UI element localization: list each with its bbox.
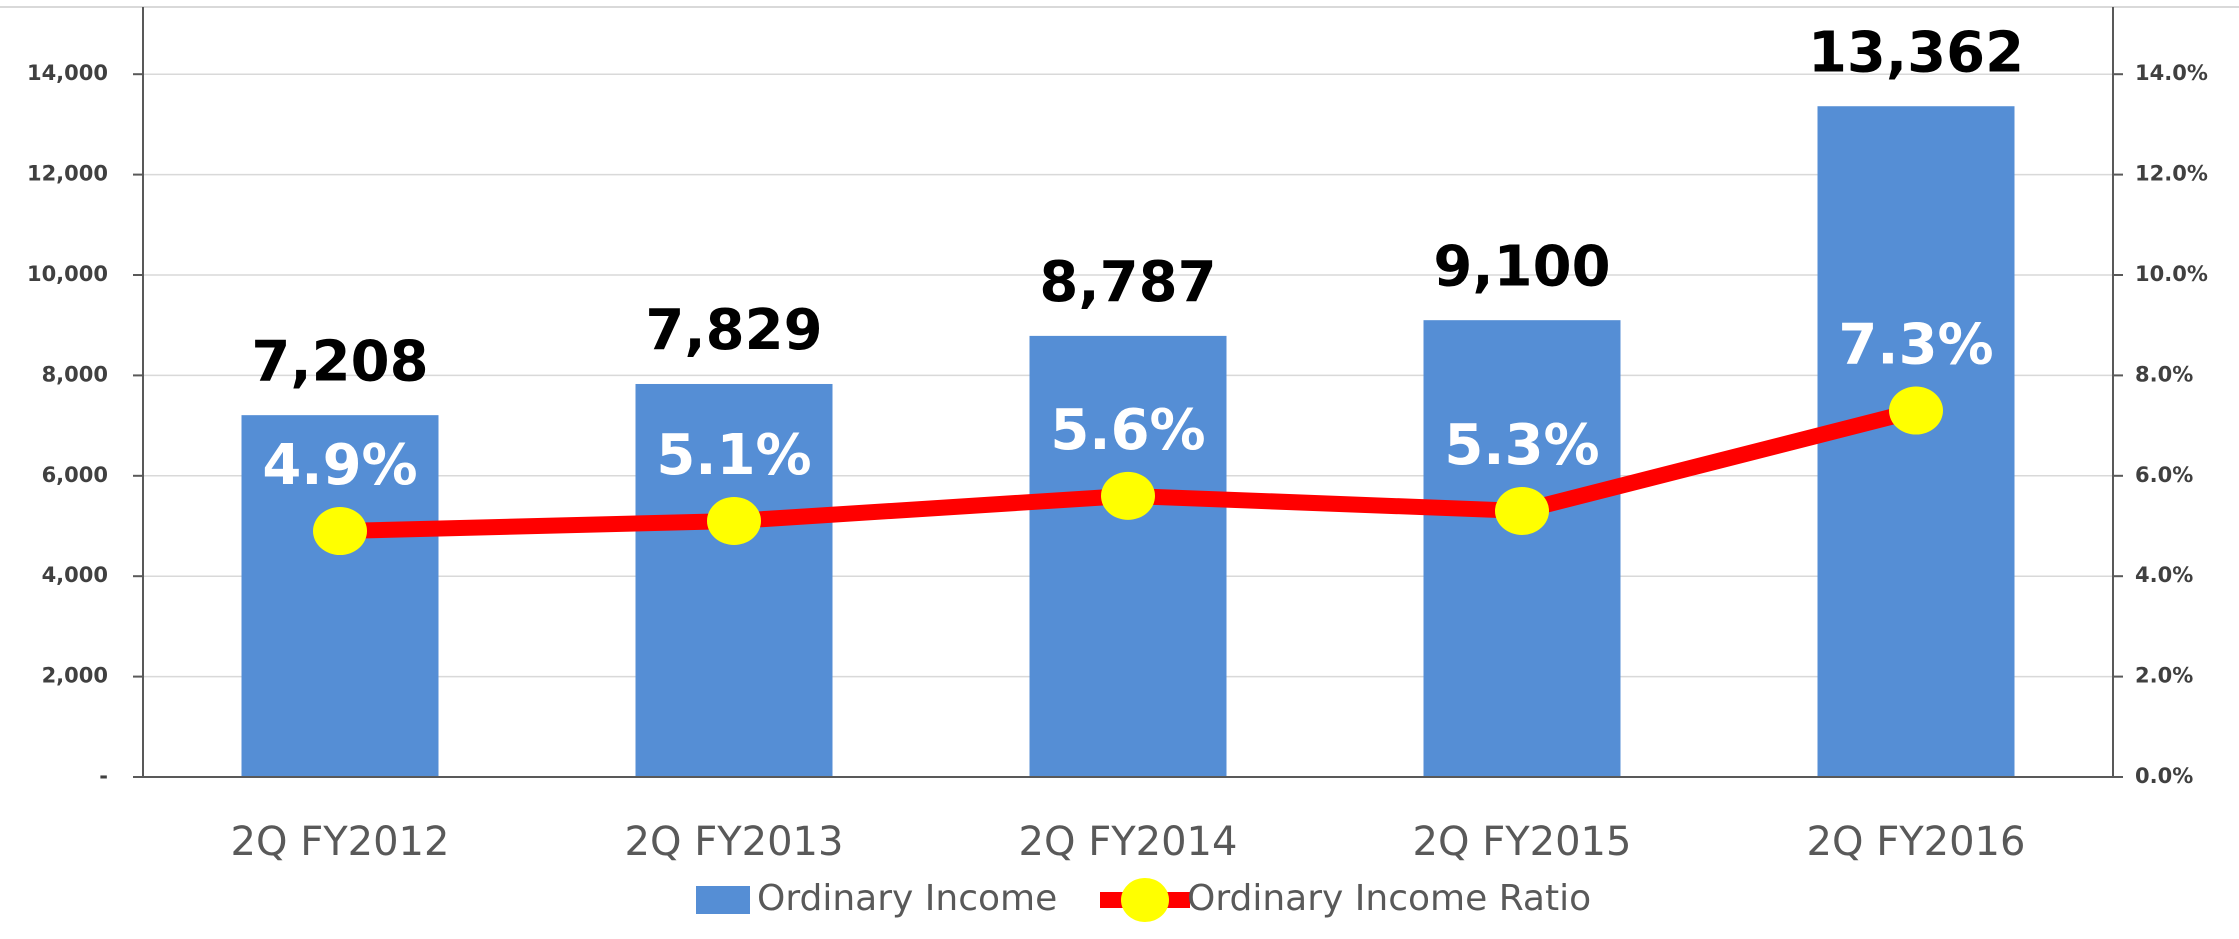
y-tick-label: - — [99, 764, 108, 788]
y-tick-label: 2,000 — [42, 664, 108, 688]
bar-value-label: 8,787 — [1039, 250, 1216, 315]
line-value-label: 7.3% — [1838, 313, 1993, 378]
y-tick-label: 12,000 — [27, 162, 108, 186]
legend-marker — [1121, 878, 1169, 922]
x-tick-label: 2Q FY2012 — [231, 819, 450, 865]
marker — [1101, 471, 1155, 520]
bar-value-label: 9,100 — [1433, 234, 1610, 299]
y-tick-label: 8,000 — [42, 362, 108, 386]
y2-tick-label: 8.0% — [2135, 362, 2193, 386]
bar — [241, 415, 439, 777]
bar — [1817, 106, 2015, 777]
y2-tick-label: 0.0% — [2135, 764, 2193, 788]
y2-tick-label: 12.0% — [2135, 162, 2208, 186]
legend-label: Ordinary Income Ratio — [1187, 878, 1591, 919]
y-tick-label: 6,000 — [42, 463, 108, 487]
bar — [1029, 335, 1227, 777]
line-value-label: 5.3% — [1444, 413, 1599, 478]
marker — [313, 507, 367, 556]
line-value-label: 5.1% — [656, 423, 811, 488]
y2-tick-label: 14.0% — [2135, 61, 2208, 85]
y2-tick-label: 4.0% — [2135, 563, 2193, 587]
x-tick-label: 2Q FY2016 — [1807, 819, 2026, 865]
y2-tick-label: 10.0% — [2135, 262, 2208, 286]
bar — [1423, 320, 1621, 777]
bar-value-label: 7,829 — [645, 298, 822, 363]
x-tick-label: 2Q FY2015 — [1413, 819, 1632, 865]
marker — [1889, 386, 1943, 435]
line-value-label: 4.9% — [262, 433, 417, 498]
y-tick-label: 4,000 — [42, 563, 108, 587]
x-tick-label: 2Q FY2013 — [625, 819, 844, 865]
marker — [1495, 486, 1549, 535]
marker — [707, 496, 761, 545]
y-tick-label: 10,000 — [27, 262, 108, 286]
y-tick-label: 14,000 — [27, 61, 108, 85]
bar-value-label: 7,208 — [251, 329, 428, 394]
bar — [635, 383, 833, 777]
x-tick-label: 2Q FY2014 — [1019, 819, 1238, 865]
bar-value-label: 13,362 — [1808, 20, 2024, 85]
line-value-label: 5.6% — [1050, 398, 1205, 463]
legend-label: Ordinary Income — [757, 878, 1057, 919]
legend-swatch — [696, 886, 750, 914]
y2-tick-label: 2.0% — [2135, 664, 2193, 688]
y2-tick-label: 6.0% — [2135, 463, 2193, 487]
